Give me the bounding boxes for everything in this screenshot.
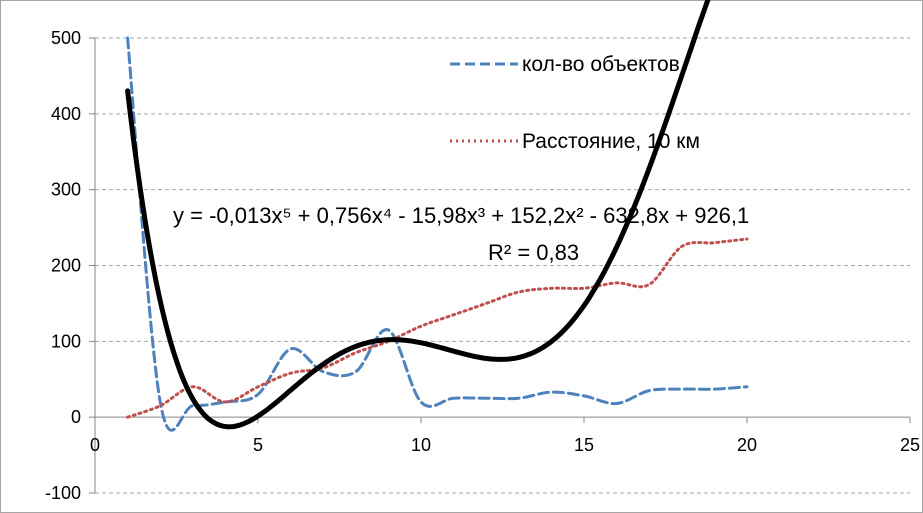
y-tick-label: 0: [71, 407, 81, 427]
x-tick-label: 10: [411, 435, 431, 455]
y-tick-label: 500: [51, 28, 81, 48]
legend: кол-во объектов Расстояние, 10 км: [450, 53, 700, 153]
tick-labels: -100 0 100 200 300 400 500 0 5 10 15 20 25: [45, 28, 920, 503]
y-tick-label: 200: [51, 256, 81, 276]
axes: [89, 37, 911, 494]
trendline: [125, 0, 711, 430]
y-tick-label: -100: [45, 483, 81, 503]
y-tick-label: 100: [51, 331, 81, 351]
y-tick-label: 300: [51, 180, 81, 200]
trendline-label: y = -0,013x⁵ + 0,756x⁴ - 15,98x³ + 152,2…: [173, 203, 749, 265]
legend-label-objects: кол-во объектов: [522, 53, 680, 76]
gridlines: [95, 37, 910, 494]
x-tick-label: 20: [737, 435, 757, 455]
x-tick-label: 25: [900, 435, 920, 455]
x-tick-label: 15: [574, 435, 594, 455]
y-tick-label: 400: [51, 104, 81, 124]
series-line-1: [126, 237, 749, 419]
x-tick-label: 0: [90, 435, 100, 455]
series-layer: [125, 0, 749, 432]
series-line-0: [126, 36, 749, 432]
trendline-r-squared: R² = 0,83: [488, 240, 579, 265]
legend-label-distance: Расстояние, 10 км: [522, 130, 700, 153]
trendline-equation: y = -0,013x⁵ + 0,756x⁴ - 15,98x³ + 152,2…: [173, 203, 749, 228]
x-tick-label: 5: [253, 435, 263, 455]
